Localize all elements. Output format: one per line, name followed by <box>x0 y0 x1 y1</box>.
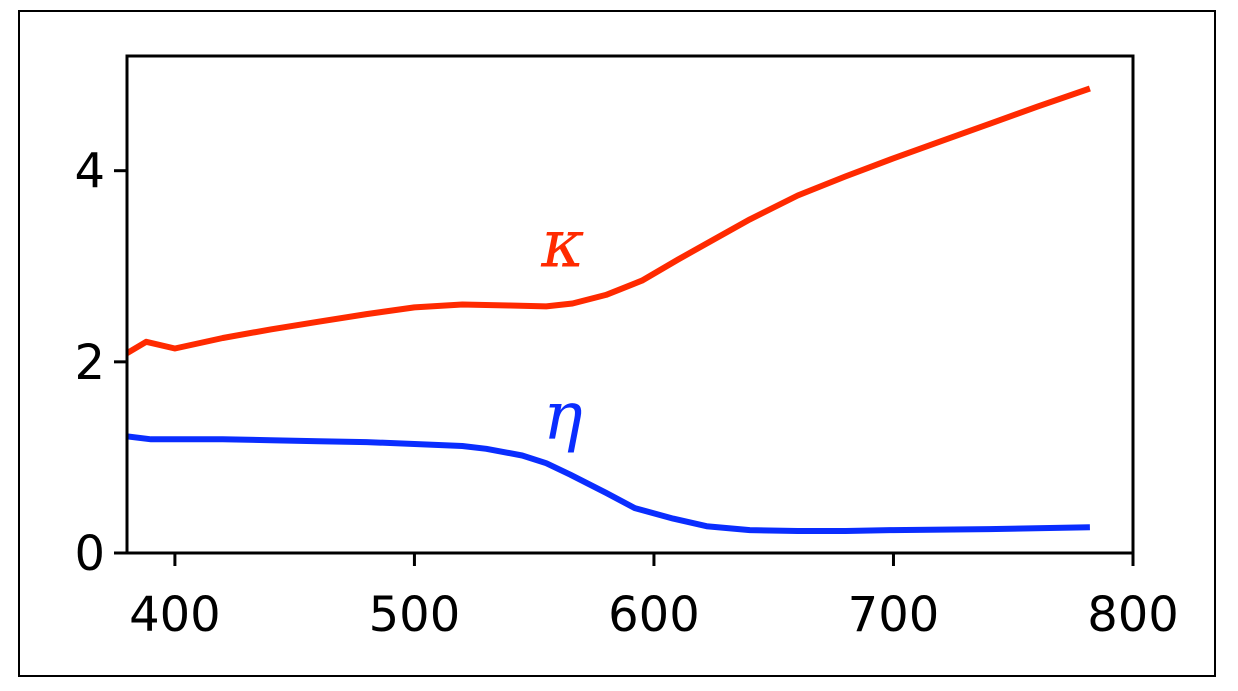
plot-area-border <box>125 54 1135 555</box>
series-line-0 <box>127 85 1091 356</box>
x-tick-label-1: 500 <box>369 587 461 643</box>
y-tick-label-0: 0 <box>74 526 105 582</box>
y-tick-label-2: 4 <box>74 144 105 200</box>
series-label-0: κ <box>540 205 584 282</box>
figure-frame <box>18 10 1216 677</box>
x-tick-label-3: 700 <box>848 587 940 643</box>
x-tick-label-2: 600 <box>608 587 700 643</box>
series-line-1 <box>127 433 1090 534</box>
x-tick-label-4: 800 <box>1087 587 1179 643</box>
y-tick-label-1: 2 <box>74 335 105 391</box>
series-label-1: η <box>543 377 583 454</box>
x-tick-label-0: 400 <box>129 587 221 643</box>
